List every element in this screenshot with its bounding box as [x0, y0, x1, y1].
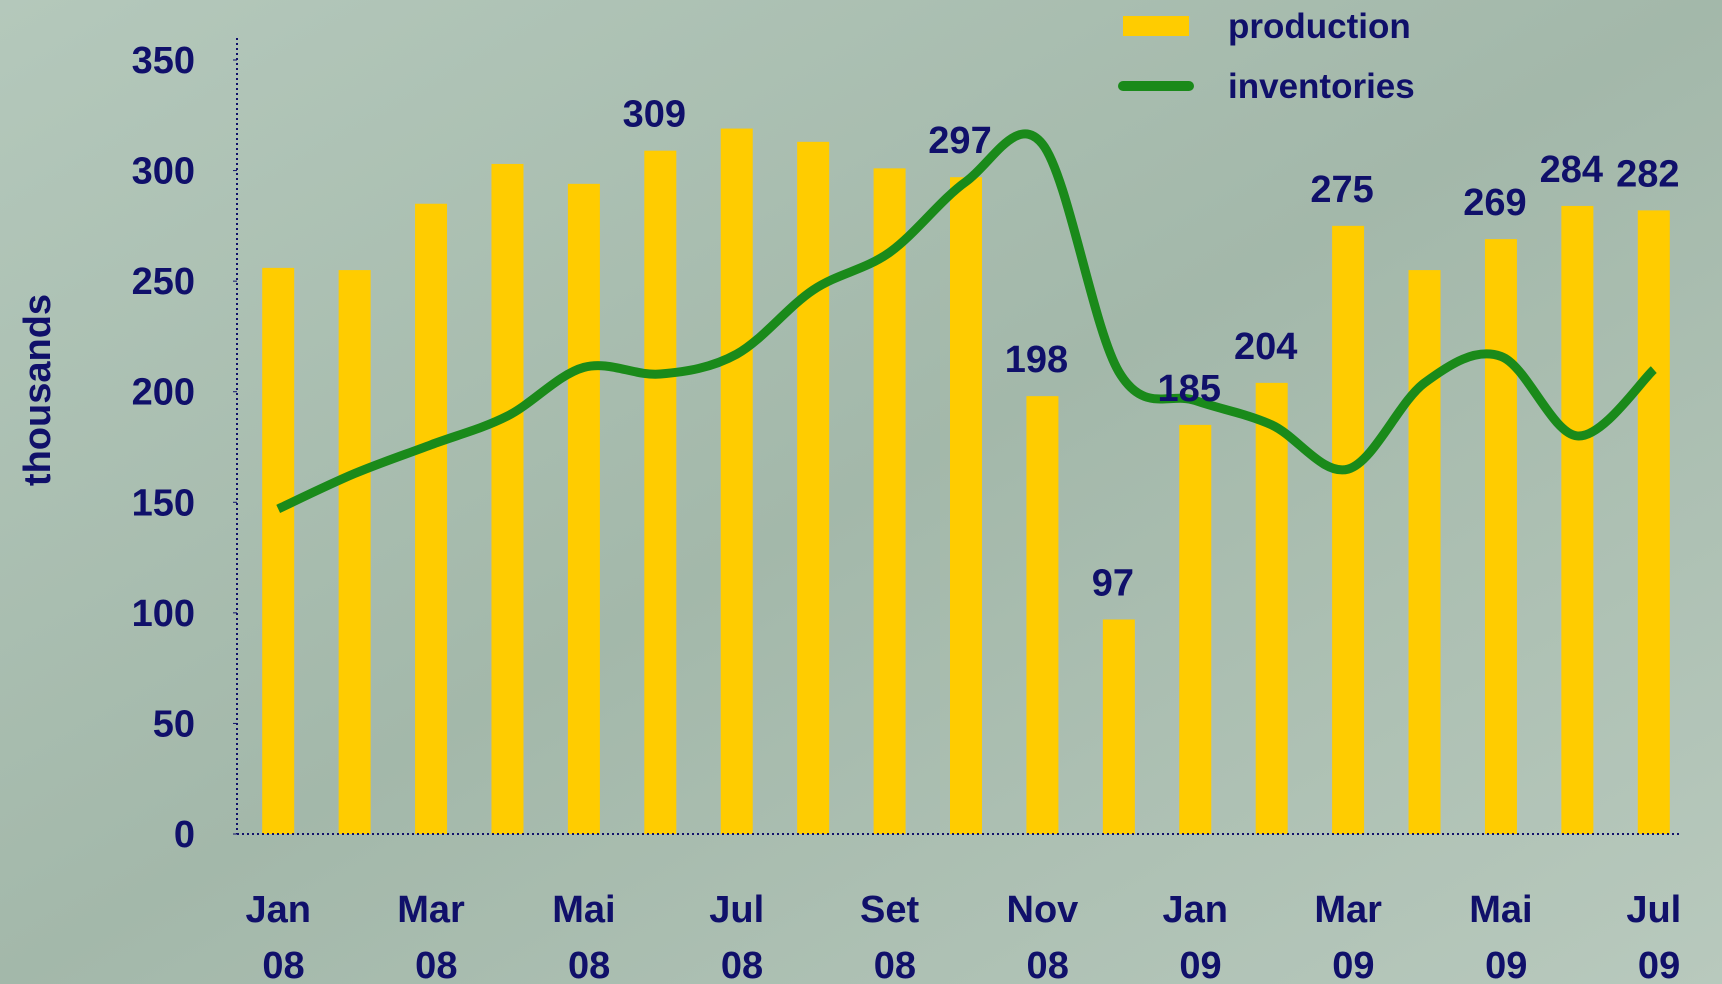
bar: [339, 270, 371, 834]
page: {"chart_data": {"type": "bar-line", "y_l…: [0, 0, 1722, 984]
bar: [797, 142, 829, 834]
legend-label: inventories: [1228, 67, 1415, 106]
y-tick-label: 200: [132, 372, 195, 414]
bar: [1179, 425, 1211, 834]
bar: [1561, 206, 1593, 834]
y-tick-label: 0: [174, 814, 195, 856]
data-label: 284: [1540, 149, 1603, 191]
bar: [1638, 210, 1670, 834]
y-axis-label: thousands: [17, 294, 59, 486]
y-tick-label: 300: [132, 151, 195, 193]
data-label: 185: [1158, 368, 1221, 410]
chart: thousands 050100150200250300350Jan 08Mar…: [0, 0, 1722, 984]
data-label: 282: [1616, 153, 1679, 195]
legend-label: production: [1228, 7, 1411, 46]
bar: [1485, 239, 1517, 834]
bar: [568, 184, 600, 834]
bar: [491, 164, 523, 834]
bar: [1026, 396, 1058, 834]
bar: [950, 177, 982, 834]
y-tick-label: 50: [153, 703, 195, 745]
bar: [415, 204, 447, 834]
data-label: 97: [1092, 562, 1134, 604]
background: [0, 0, 1722, 984]
data-label: 297: [928, 120, 991, 162]
y-tick-label: 250: [132, 261, 195, 303]
legend-swatch: [1123, 16, 1189, 36]
bar: [1409, 270, 1441, 834]
bar: [1103, 619, 1135, 834]
y-tick-label: 350: [132, 40, 195, 82]
bar: [721, 129, 753, 834]
bar: [874, 168, 906, 834]
data-label: 204: [1234, 326, 1297, 368]
data-label: 198: [1005, 339, 1068, 381]
bar: [1332, 226, 1364, 834]
y-tick-label: 100: [132, 593, 195, 635]
y-tick-label: 150: [132, 482, 195, 524]
bar: [644, 151, 676, 834]
bar: [262, 268, 294, 834]
data-label: 275: [1310, 169, 1373, 211]
data-label: 269: [1463, 182, 1526, 224]
data-label: 309: [623, 94, 686, 136]
bar: [1256, 383, 1288, 834]
